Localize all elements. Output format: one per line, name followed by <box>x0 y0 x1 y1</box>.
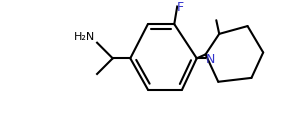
Text: F: F <box>177 1 184 14</box>
Text: N: N <box>206 52 215 65</box>
Text: H₂N: H₂N <box>74 32 95 41</box>
